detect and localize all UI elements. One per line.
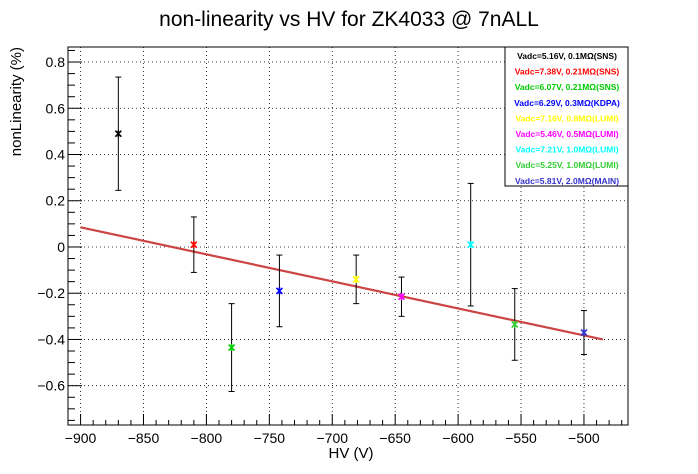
x-tick-label: −650 <box>379 430 411 446</box>
plot-area-frame <box>67 46 629 426</box>
chart-title: non-linearity vs HV for ZK4033 @ 7nALL <box>159 8 539 31</box>
legend-entry: Vadc=5.16V, 0.1MΩ(SNS) <box>517 51 617 61</box>
legend-entry: Vadc=6.07V, 0.21MΩ(SNS) <box>515 82 620 92</box>
data-point-marker <box>275 287 283 295</box>
x-axis-title: HV (V) <box>329 445 374 462</box>
axis-ticks: −900 −850 −800 −750 −700 −650 −600 −550 −500 −0.6… <box>37 49 623 446</box>
legend: Vadc=5.16V, 0.1MΩ(SNS) Vadc=7.38V, 0.21MΩ… <box>504 46 629 187</box>
x-tick-label: −700 <box>316 430 348 446</box>
x-tick-label: −550 <box>505 430 537 446</box>
x-tick-label: −900 <box>65 430 97 446</box>
data-point-marker <box>228 343 236 352</box>
grid-lines <box>68 47 628 425</box>
y-tick-label: −0.2 <box>37 285 65 301</box>
data-points <box>114 76 588 392</box>
x-tick-label: −750 <box>254 430 286 446</box>
x-tick-label: −800 <box>191 430 223 446</box>
x-tick-label: −850 <box>128 430 160 446</box>
y-tick-label: 0.6 <box>46 100 66 116</box>
y-tick-label: 0 <box>57 239 65 255</box>
data-point-marker <box>397 293 406 301</box>
fit-line <box>80 226 604 341</box>
fit-line-group <box>80 226 604 341</box>
legend-entry: Vadc=7.21V, 1.0MΩ(LUMI) <box>515 145 618 155</box>
data-point-marker <box>352 275 360 283</box>
y-tick-label: 0.2 <box>46 193 66 209</box>
data-point-marker <box>190 241 198 249</box>
y-tick-label: −0.4 <box>37 331 65 347</box>
legend-entry: Vadc=5.81V, 2.0MΩ(MAIN) <box>515 176 619 186</box>
x-tick-label: −500 <box>568 430 600 446</box>
y-axis-title: nonLinearity (%) <box>8 47 25 156</box>
x-tick-label: −600 <box>442 430 474 446</box>
legend-entry: Vadc=7.16V, 0.8MΩ(LUMI) <box>515 113 618 123</box>
legend-entry: Vadc=5.46V, 0.5MΩ(LUMI) <box>515 129 618 139</box>
y-tick-label: 0.8 <box>46 54 66 70</box>
data-point-marker <box>114 130 122 138</box>
data-point-marker <box>467 241 475 249</box>
legend-box <box>504 46 629 187</box>
y-tick-label: −0.6 <box>37 378 65 394</box>
data-point-marker <box>580 328 588 337</box>
legend-entry: Vadc=7.38V, 0.21MΩ(SNS) <box>515 67 620 77</box>
legend-entry: Vadc=6.29V, 0.3MΩ(KDPA) <box>514 98 620 108</box>
legend-entry: Vadc=5.25V, 1.0MΩ(LUMI) <box>515 160 618 170</box>
y-tick-label: 0.4 <box>46 147 66 163</box>
data-point-marker <box>511 320 519 328</box>
